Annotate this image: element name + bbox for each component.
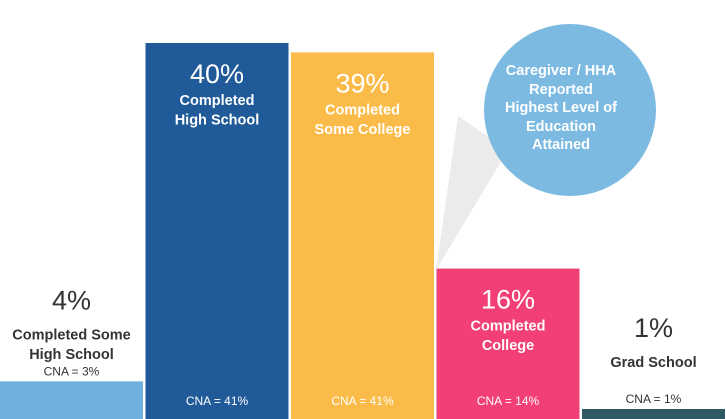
bar-category-label: Completed	[325, 102, 400, 118]
bar-category-label: High School	[175, 113, 260, 129]
callout-bubble	[484, 24, 656, 196]
bar	[145, 43, 289, 419]
bar-note-label: CNA = 41%	[186, 394, 249, 408]
bar-value-label: 39%	[335, 68, 389, 98]
callout-line: Caregiver / HHA	[505, 63, 617, 79]
callout-text: Caregiver / HHA Reported Highest Level o…	[478, 62, 644, 155]
bar-category-label: Completed	[471, 319, 546, 335]
bar-category-label: Completed Some	[12, 327, 130, 343]
bar-note-label: CNA = 3%	[44, 364, 100, 378]
bar	[436, 268, 580, 419]
bar-value-label: 1%	[634, 313, 673, 343]
callout-pointer	[436, 116, 508, 270]
callout-line: Education	[525, 118, 597, 135]
bar-category-label: College	[482, 338, 534, 354]
bar-category-label: Grad School	[610, 355, 696, 371]
bar-value-label: 16%	[481, 285, 535, 315]
bar-category-label: High School	[29, 347, 114, 363]
bar-value-label: 40%	[190, 59, 244, 89]
bar-category-label: Completed	[180, 93, 255, 109]
bar-value-label: 4%	[52, 285, 91, 315]
callout-line: Attained	[532, 137, 590, 153]
bar-note-label: CNA = 41%	[331, 394, 394, 408]
bar-note-label: CNA = 1%	[626, 392, 682, 406]
bar	[582, 409, 725, 419]
callout-line: Reported	[529, 81, 593, 98]
callout-line: Highest Level of	[505, 100, 617, 116]
bar	[0, 381, 143, 419]
bar-note-label: CNA = 14%	[477, 394, 540, 408]
bar-category-label: Some College	[315, 122, 411, 138]
bar	[291, 52, 434, 419]
